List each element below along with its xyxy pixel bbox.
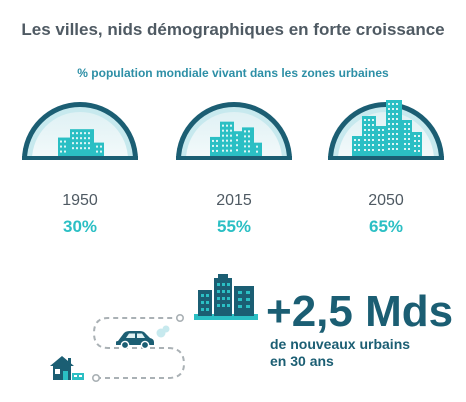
- building-icon: [194, 274, 258, 320]
- stat-big-number: +2,5 Mds: [266, 287, 453, 336]
- year-label-2050: 2050: [368, 192, 404, 209]
- dome-group: [22, 100, 444, 160]
- house-icon: [50, 356, 84, 380]
- city-dome-icon-2015: [176, 102, 292, 160]
- year-label-2015: 2015: [216, 192, 252, 209]
- value-label-2050: 65%: [369, 217, 403, 236]
- year-labels: 1950 2015 2050 30% 55% 65%: [62, 192, 404, 236]
- year-label-1950: 1950: [62, 192, 98, 209]
- journey-path: [92, 313, 186, 382]
- city-dome-icon-1950: [22, 102, 138, 160]
- chart-subtitle: % population mondiale vivant dans les zo…: [77, 66, 389, 80]
- value-label-1950: 30%: [63, 217, 97, 236]
- stat-description-line1: de nouveaux urbains: [270, 336, 410, 352]
- value-label-2015: 55%: [217, 217, 251, 236]
- city-dome-icon-2050: [328, 100, 444, 160]
- stat-description-line2: en 30 ans: [270, 353, 334, 369]
- car-icon: [116, 325, 170, 350]
- page-title: Les villes, nids démographiques en forte…: [21, 20, 445, 39]
